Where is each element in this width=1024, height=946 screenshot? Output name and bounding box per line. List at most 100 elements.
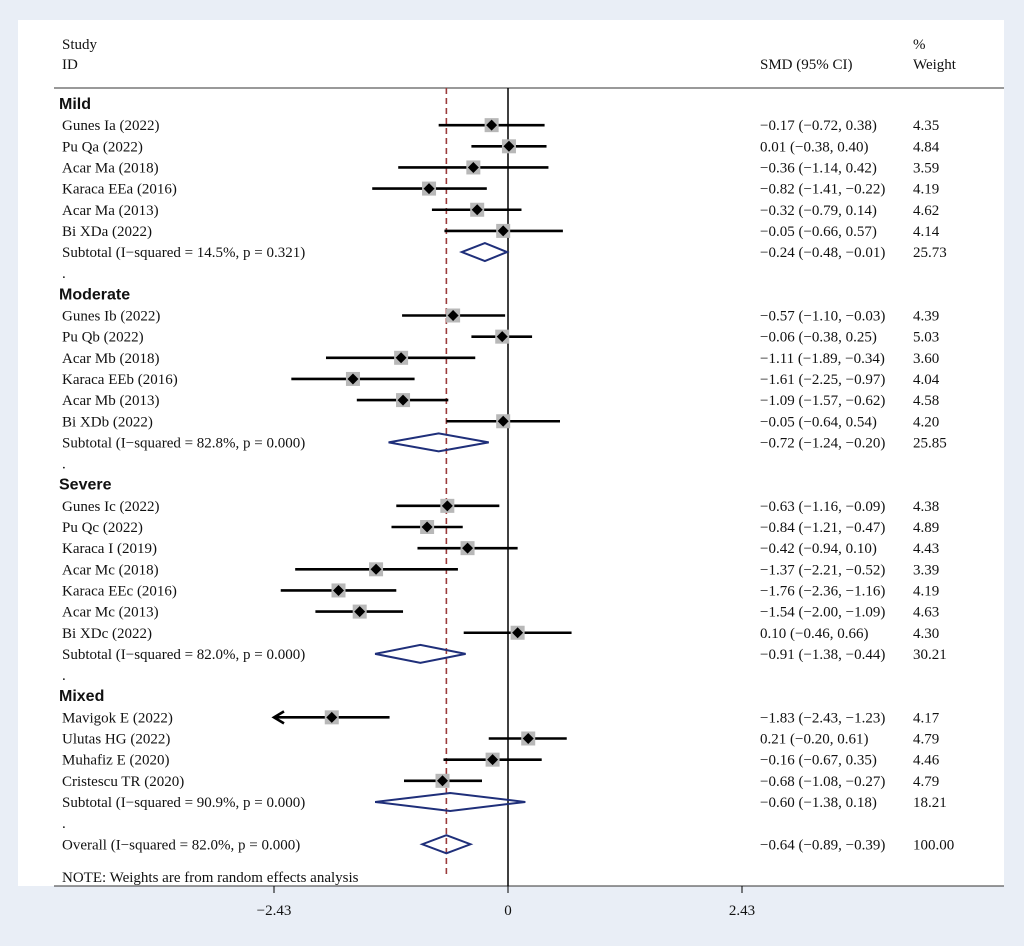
group-label: Moderate — [59, 286, 130, 303]
point-estimate — [486, 119, 498, 131]
group-label: Mild — [59, 96, 91, 113]
study-label: Cristescu TR (2020) — [62, 774, 184, 790]
weight-text: 30.21 — [913, 647, 947, 663]
weight-text: 4.39 — [913, 309, 939, 325]
effect-ci-text: −0.60 (−1.38, 0.18) — [760, 795, 877, 811]
weight-text: 3.59 — [913, 160, 939, 176]
weight-text: 25.73 — [913, 245, 947, 261]
study-label: Bi XDc (2022) — [62, 626, 152, 642]
weight-text: 4.38 — [913, 499, 939, 515]
point-estimate — [354, 606, 366, 618]
effect-ci-text: −0.68 (−1.08, −0.27) — [760, 774, 885, 790]
weight-text: 3.60 — [913, 351, 939, 367]
effect-ci-text: −0.57 (−1.10, −0.03) — [760, 309, 885, 325]
forest-plot-panel: Study ID SMD (95% CI) % Weight NOTE: Wei… — [18, 20, 1004, 919]
effect-ci-text: −0.42 (−0.94, 0.10) — [760, 541, 877, 557]
point-estimate — [421, 521, 433, 533]
effect-ci-text: −0.36 (−1.14, 0.42) — [760, 160, 877, 176]
subtotal-label: Overall (I−squared = 82.0%, p = 0.000) — [62, 837, 300, 853]
study-label: Acar Mc (2013) — [62, 605, 159, 621]
weight-text: 4.19 — [913, 583, 939, 599]
weight-text: 4.14 — [913, 224, 940, 240]
effect-ci-text: −1.54 (−2.00, −1.09) — [760, 605, 885, 621]
effect-ci-text: −0.06 (−0.38, 0.25) — [760, 330, 877, 346]
point-estimate — [503, 140, 515, 152]
study-label: Karaca EEc (2016) — [62, 583, 177, 599]
point-estimate — [326, 711, 338, 723]
study-label: Muhafiz E (2020) — [62, 753, 169, 769]
study-label: Acar Ma (2013) — [62, 203, 159, 219]
weight-text: 100.00 — [913, 837, 954, 853]
study-label: Karaca I (2019) — [62, 541, 157, 557]
point-estimate — [497, 415, 509, 427]
point-estimate — [462, 542, 474, 554]
effect-ci-text: −0.72 (−1.24, −0.20) — [760, 435, 885, 451]
study-label: Gunes Ic (2022) — [62, 499, 159, 515]
weight-text: 4.20 — [913, 414, 939, 430]
spacer-dot: . — [62, 266, 66, 282]
weight-text: 4.84 — [913, 139, 940, 155]
header-study: Study — [62, 37, 98, 53]
pooled-diamond — [374, 643, 466, 664]
weight-text: 4.04 — [913, 372, 940, 388]
spacer-dot: . — [62, 457, 66, 473]
point-estimate — [522, 733, 534, 744]
effect-ci-text: −0.64 (−0.89, −0.39) — [760, 837, 885, 853]
study-label: Acar Mb (2018) — [62, 351, 159, 367]
study-label: Mavigok E (2022) — [62, 710, 173, 726]
x-tick-label: −2.43 — [257, 903, 292, 919]
study-label: Gunes Ib (2022) — [62, 309, 160, 325]
study-label: Pu Qc (2022) — [62, 520, 143, 536]
point-estimate — [496, 331, 508, 343]
study-label: Gunes Ia (2022) — [62, 118, 159, 134]
effect-ci-text: 0.01 (−0.38, 0.40) — [760, 139, 868, 155]
weight-text: 5.03 — [913, 330, 939, 346]
effect-ci-text: −1.37 (−2.21, −0.52) — [760, 562, 885, 578]
x-tick-label: 0 — [504, 903, 512, 919]
effect-ci-text: −1.11 (−1.89, −0.34) — [760, 351, 885, 367]
effect-ci-text: −0.84 (−1.21, −0.47) — [760, 520, 885, 536]
header-effect: SMD (95% CI) — [760, 57, 853, 73]
effect-ci-text: −0.05 (−0.64, 0.54) — [760, 414, 877, 430]
pooled-diamond — [459, 241, 510, 263]
effect-ci-text: −0.63 (−1.16, −0.09) — [760, 499, 885, 515]
group-label: Mixed — [59, 688, 104, 705]
study-label: Pu Qa (2022) — [62, 139, 143, 155]
weight-text: 4.46 — [913, 753, 940, 769]
pooled-diamond — [388, 432, 489, 453]
note-text: NOTE: Weights are from random effects an… — [62, 870, 359, 886]
forest-plot: Study ID SMD (95% CI) % Weight NOTE: Wei… — [54, 37, 1004, 919]
header-weight: Weight — [913, 57, 957, 73]
point-estimate — [347, 373, 359, 385]
point-estimate — [467, 161, 479, 173]
weight-text: 4.63 — [913, 605, 939, 621]
effect-ci-text: −0.16 (−0.67, 0.35) — [760, 753, 877, 769]
weight-text: 4.62 — [913, 203, 939, 219]
x-tick-label: 2.43 — [729, 903, 755, 919]
study-label: Ulutas HG (2022) — [62, 732, 170, 748]
spacer-dot: . — [62, 816, 66, 832]
weight-text: 25.85 — [913, 435, 947, 451]
weight-text: 4.30 — [913, 626, 939, 642]
study-label: Karaca EEa (2016) — [62, 182, 177, 198]
effect-ci-text: −0.17 (−0.72, 0.38) — [760, 118, 877, 134]
effect-ci-text: 0.21 (−0.20, 0.61) — [760, 732, 868, 748]
point-estimate — [447, 310, 459, 321]
study-label: Acar Mc (2018) — [62, 562, 159, 578]
pooled-diamond — [374, 791, 526, 812]
point-estimate — [370, 563, 382, 575]
effect-ci-text: −0.32 (−0.79, 0.14) — [760, 203, 877, 219]
study-label: Acar Mb (2013) — [62, 393, 159, 409]
subtotal-label: Subtotal (I−squared = 90.9%, p = 0.000) — [62, 795, 305, 811]
ci-arrow-left — [271, 710, 285, 725]
weight-text: 4.17 — [913, 710, 940, 726]
weight-text: 4.89 — [913, 520, 939, 536]
spacer-dot: . — [62, 668, 66, 684]
point-estimate — [512, 627, 524, 639]
weight-text: 4.79 — [913, 732, 939, 748]
weight-text: 4.43 — [913, 541, 939, 557]
study-label: Karaca EEb (2016) — [62, 372, 178, 388]
point-estimate — [437, 775, 449, 787]
effect-ci-text: −0.91 (−1.38, −0.44) — [760, 647, 885, 663]
weight-text: 4.35 — [913, 118, 939, 134]
